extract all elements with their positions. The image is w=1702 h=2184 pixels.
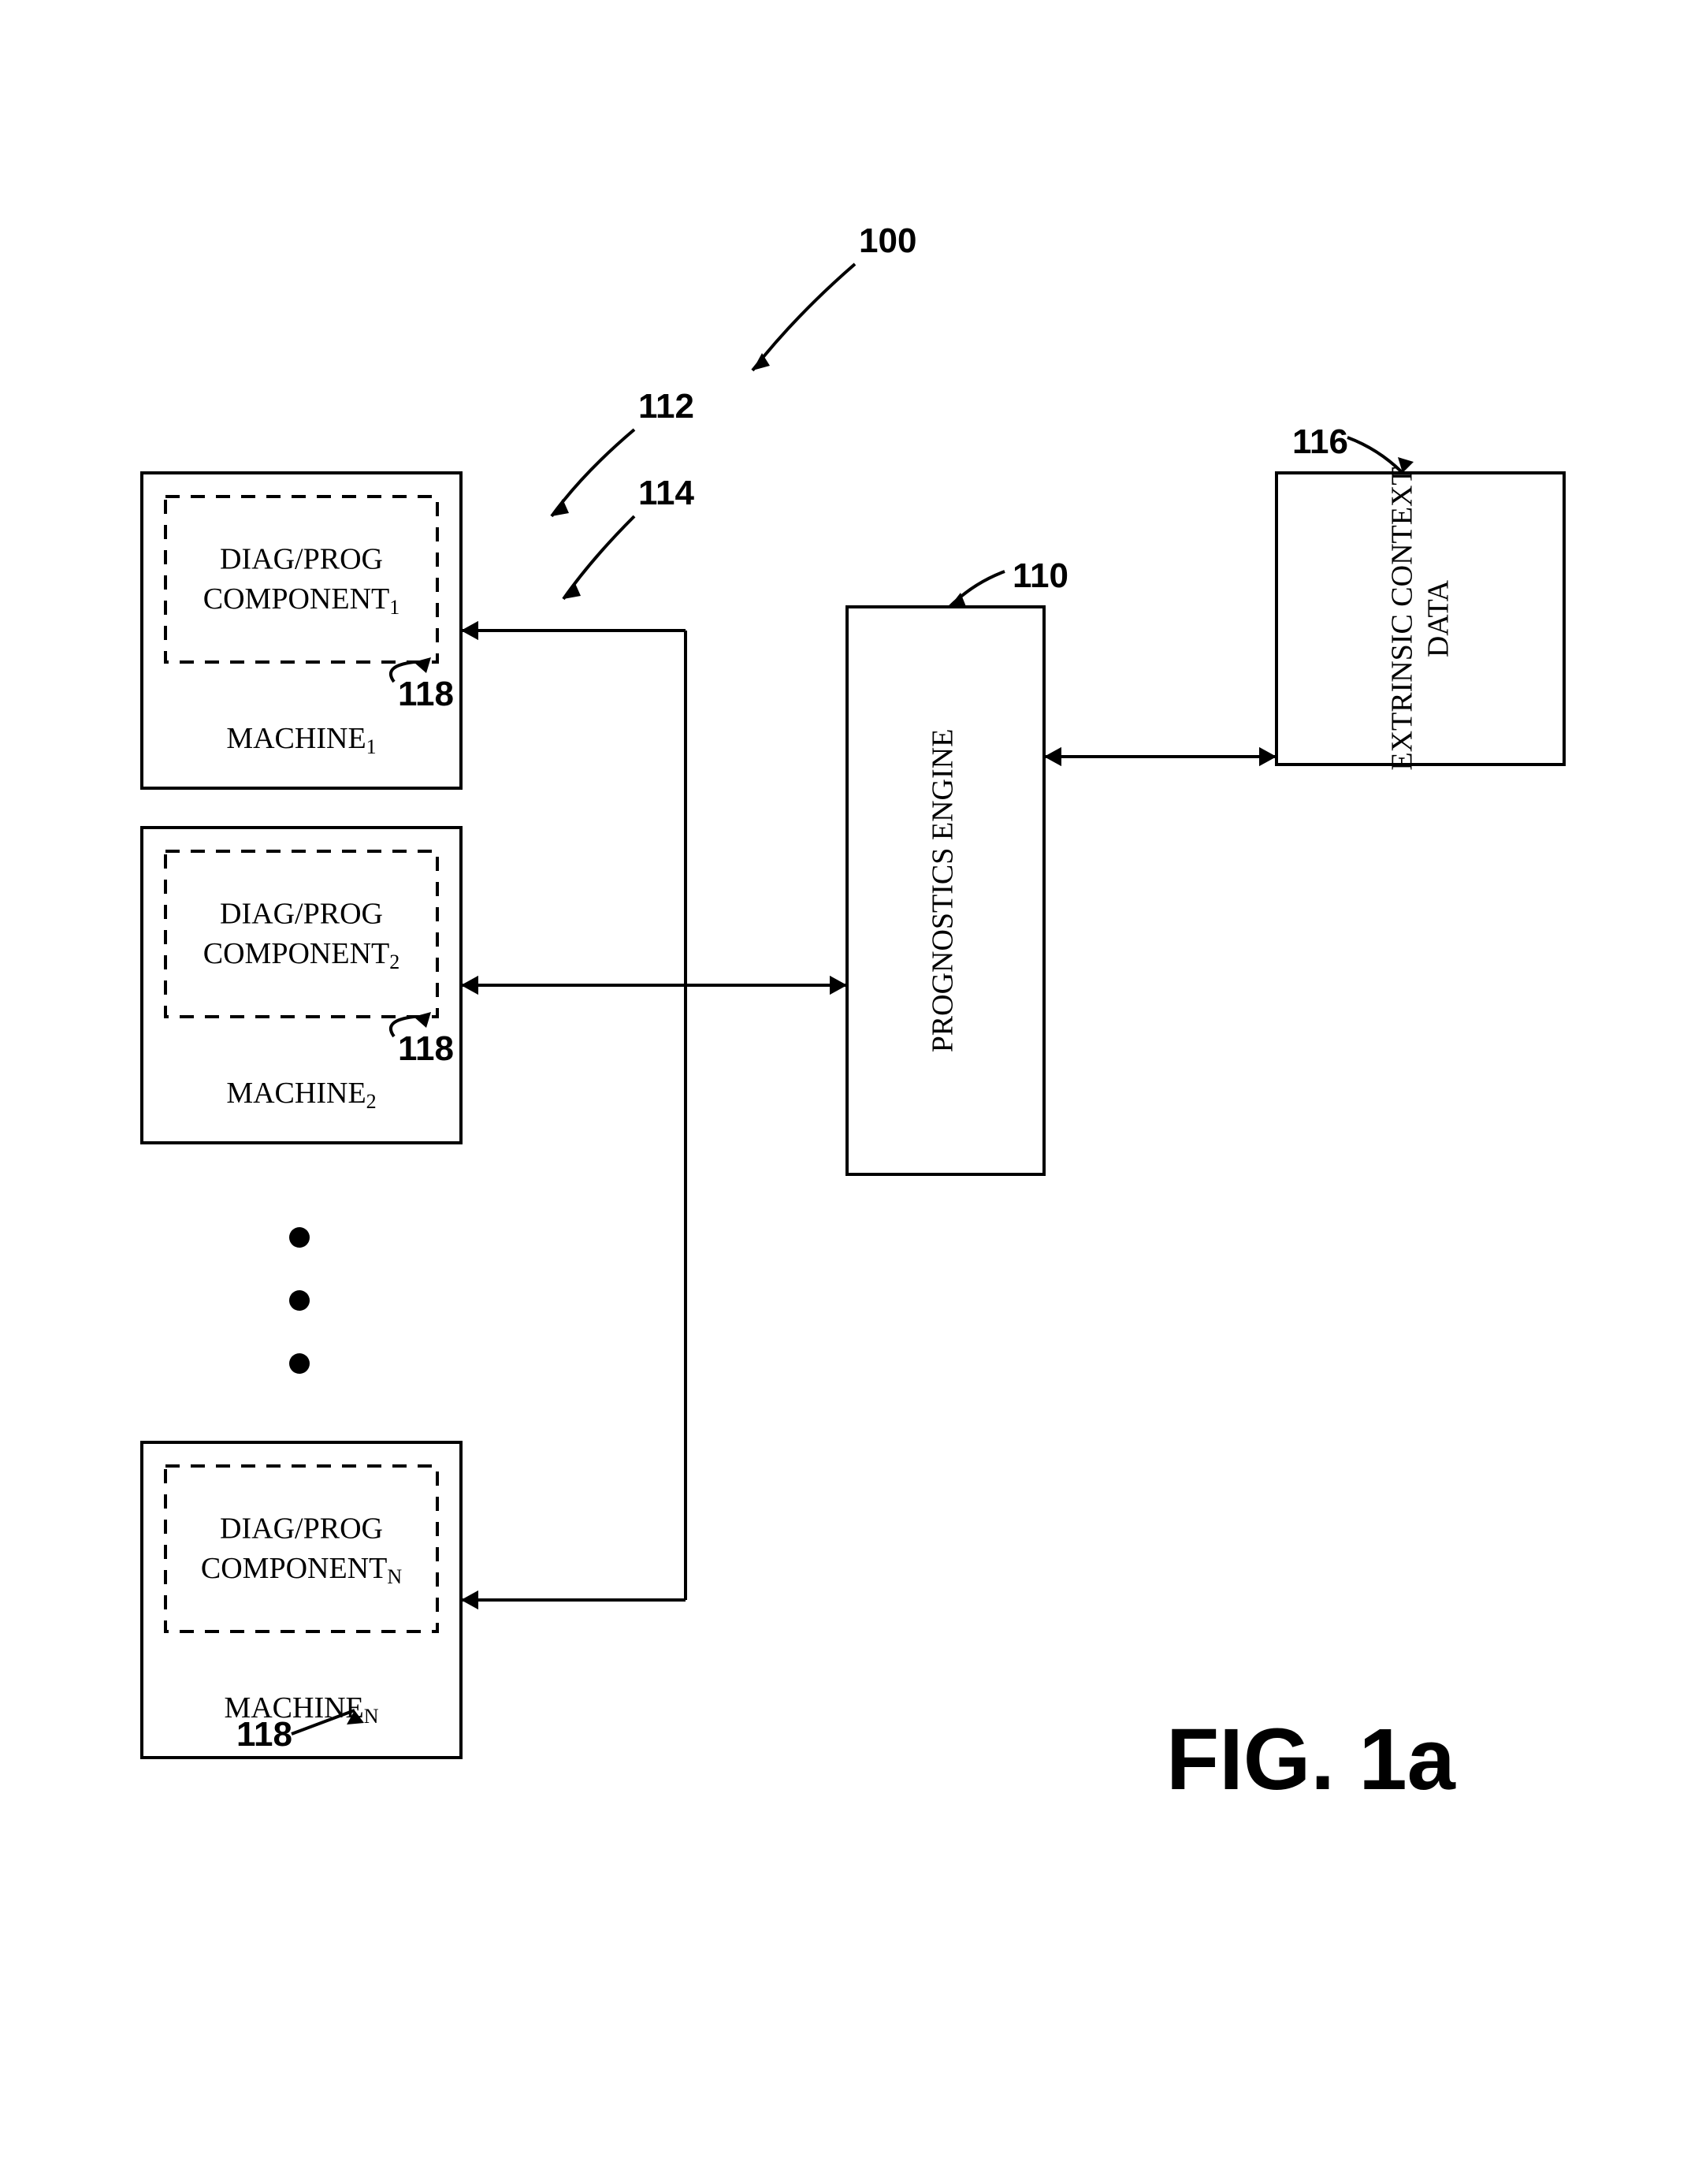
extrinsic-label: EXTRINSIC CONTEXTDATA	[1385, 467, 1455, 770]
arrowhead	[1259, 747, 1276, 766]
extrinsic-rect	[1276, 473, 1564, 765]
dot	[289, 1353, 310, 1374]
arrowhead	[1044, 747, 1061, 766]
ref-116: 116	[1292, 422, 1348, 461]
connectors	[461, 621, 1276, 1609]
ref-118: 118	[398, 675, 454, 713]
diag-prog-component-rect	[165, 851, 437, 1017]
diag-prog-label: DIAG/PROG	[220, 543, 383, 576]
ellipsis-dots	[289, 1227, 310, 1374]
ref-114: 114	[638, 474, 695, 512]
leader-114-arrow	[563, 582, 581, 599]
prognostics-label: PROGNOSTICS ENGINE	[927, 729, 960, 1053]
component-label: COMPONENT2	[203, 937, 399, 973]
ref-118: 118	[398, 1029, 454, 1068]
leader-112-arrow	[552, 499, 569, 516]
machine-label: MACHINE2	[226, 1077, 376, 1113]
leader-118-arrow	[414, 1012, 431, 1028]
leader-system	[753, 264, 855, 370]
component-label: COMPONENT1	[203, 582, 399, 619]
ref-system: 100	[859, 221, 916, 260]
component-label: COMPONENTN	[201, 1552, 402, 1588]
machines-group: DIAG/PROG COMPONENT1 MACHINE1 118 DIAG/PROG C…	[142, 473, 461, 1758]
arrowhead	[461, 1591, 478, 1609]
leader-system-arrow	[753, 353, 770, 370]
ref-118: 118	[236, 1715, 292, 1754]
machine-label: MACHINE1	[226, 722, 376, 758]
diag-prog-label: DIAG/PROG	[220, 1512, 383, 1546]
leader-118-arrow	[414, 657, 431, 673]
system-diagram: 100 112 114 DIAG/PROG COMPONENT1 MACHINE1 1…	[0, 0, 1702, 2184]
machine-box: DIAG/PROG COMPONENT1 MACHINE1 118	[142, 473, 461, 788]
ref-112: 112	[638, 387, 694, 426]
extrinsic-context-box: EXTRINSIC CONTEXTDATA 116	[1276, 422, 1564, 771]
prognostics-engine-box: PROGNOSTICS ENGINE 110	[847, 556, 1068, 1174]
machine-box: DIAG/PROGCOMPONENTNMACHINEN118	[142, 1442, 461, 1758]
diag-prog-label: DIAG/PROG	[220, 898, 383, 931]
machine-box: DIAG/PROG COMPONENT2 MACHINE2 118	[142, 828, 461, 1143]
dot	[289, 1290, 310, 1311]
diag-prog-component-rect	[165, 497, 437, 662]
arrowhead	[461, 621, 478, 640]
arrowhead	[830, 976, 847, 995]
diag-prog-component-rect	[165, 1466, 437, 1631]
arrowhead	[461, 976, 478, 995]
figure-caption: FIG. 1a	[1166, 1711, 1456, 1808]
ref-110: 110	[1013, 556, 1068, 595]
dot	[289, 1227, 310, 1248]
